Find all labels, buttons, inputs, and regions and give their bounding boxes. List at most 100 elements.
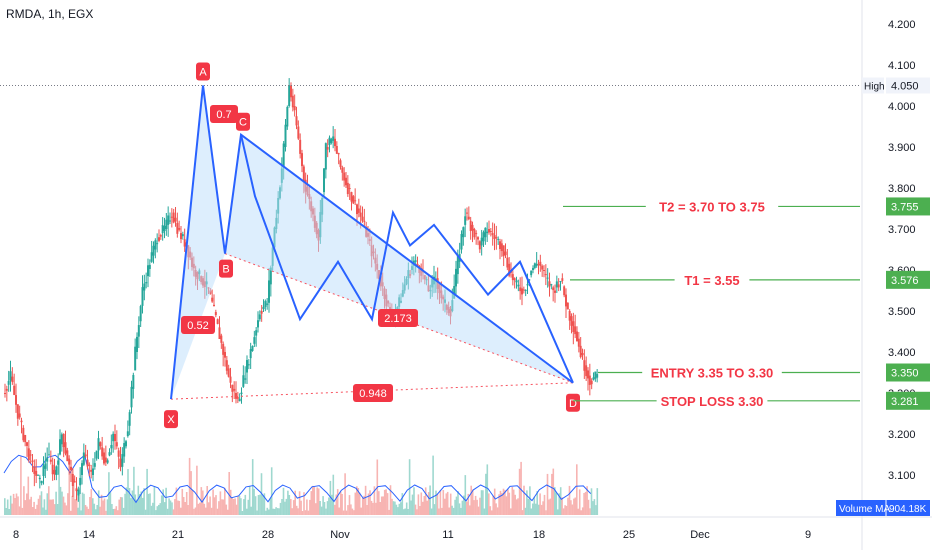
volume-bar <box>160 495 163 515</box>
volume-bar <box>210 507 213 515</box>
candle-body <box>53 469 56 475</box>
candle-body <box>416 263 419 267</box>
candle-body <box>297 126 300 139</box>
volume-bar <box>520 461 522 515</box>
price-badge-bg <box>886 270 930 289</box>
candle-body <box>244 378 247 380</box>
volume-bar <box>70 510 72 515</box>
x-tick-label: 14 <box>83 529 95 541</box>
candle-body <box>583 360 586 371</box>
volume-bar <box>593 499 596 515</box>
point-label-c-bg <box>236 112 250 131</box>
candle-body <box>577 338 580 347</box>
candle-body <box>282 143 285 168</box>
candle-body <box>414 260 417 262</box>
y-tick-label: 4.000 <box>888 101 916 113</box>
volume-bar <box>536 491 538 515</box>
price-badge: 3.576 <box>891 275 919 287</box>
volume-bar <box>234 498 236 515</box>
volume-bar <box>347 505 349 515</box>
volume-bar <box>171 502 173 515</box>
volume-bar <box>510 508 512 515</box>
volume-bar <box>250 506 252 515</box>
candle-body <box>143 283 146 291</box>
candle-body <box>18 413 21 418</box>
candle-body <box>552 287 555 291</box>
candle-body <box>119 458 122 468</box>
volume-bar <box>259 494 261 515</box>
volume-bar <box>521 510 524 515</box>
price-badge-bg <box>886 197 930 216</box>
volume-bar <box>586 486 588 515</box>
y-tick-label: 3.500 <box>888 306 916 318</box>
level-label-bg <box>645 197 779 216</box>
volume-bar <box>391 498 393 515</box>
candle-body <box>286 107 289 127</box>
volume-bar <box>474 495 477 515</box>
candle-body <box>16 404 19 419</box>
price-badge: 3.350 <box>891 368 919 380</box>
volume-bar <box>222 499 225 515</box>
volume-bar <box>275 507 277 515</box>
volume-bar <box>64 502 66 515</box>
volume-bar <box>235 504 238 515</box>
y-tick-label: 3.900 <box>888 142 916 154</box>
volume-bar <box>221 499 223 515</box>
volume-bar <box>411 494 414 515</box>
volume-bar <box>55 491 57 515</box>
point-label-x-bg <box>164 410 178 429</box>
volume-bar <box>310 491 313 515</box>
level-label-bg <box>674 270 750 289</box>
volume-bar <box>350 504 352 515</box>
volume-bar <box>530 508 533 515</box>
volume-bar <box>216 508 219 515</box>
candle-body <box>150 252 153 262</box>
candles <box>4 78 599 502</box>
candle-body <box>172 212 175 223</box>
volume-bar <box>568 485 571 515</box>
volume-bar <box>463 495 465 515</box>
volume-bar <box>404 508 406 515</box>
volume-bar <box>309 499 311 515</box>
candle-body <box>363 220 366 222</box>
candle-body <box>550 284 553 286</box>
candle-body <box>346 182 349 195</box>
candle-body <box>339 160 342 168</box>
volume-bar <box>533 496 536 515</box>
candle-body <box>183 239 186 247</box>
candle-body <box>130 386 133 408</box>
volume-bar <box>583 493 585 515</box>
volume-bar <box>149 493 151 515</box>
volume-bar <box>276 508 279 515</box>
point-label-x: X <box>167 414 175 426</box>
candle-body <box>253 337 256 344</box>
volume-bar <box>339 491 342 515</box>
volume-bar <box>356 486 358 515</box>
candle-body <box>24 435 27 443</box>
volume-bar <box>218 501 220 515</box>
volume-bar <box>570 500 572 515</box>
volume-bar <box>96 505 98 515</box>
candle-body <box>299 139 302 154</box>
candle-body <box>585 365 588 377</box>
volume-bar <box>435 490 437 515</box>
candle-body <box>546 277 549 279</box>
volume-bar <box>109 492 112 515</box>
volume-bar <box>193 508 195 515</box>
ratio-label-bg <box>210 105 238 123</box>
candle-body <box>302 166 305 183</box>
volume-bar <box>118 499 120 515</box>
candle-body <box>568 311 571 321</box>
volume-bar <box>72 478 75 515</box>
volume-bar <box>232 499 235 515</box>
candle-body <box>165 219 168 229</box>
level-label-bg <box>642 363 782 382</box>
volume-bar <box>265 510 267 515</box>
candle-body <box>227 368 230 377</box>
volume-bar <box>367 493 370 515</box>
volume-bar <box>248 486 251 515</box>
candle-body <box>477 237 479 240</box>
volume-bar <box>56 504 59 515</box>
candle-body <box>77 489 80 496</box>
